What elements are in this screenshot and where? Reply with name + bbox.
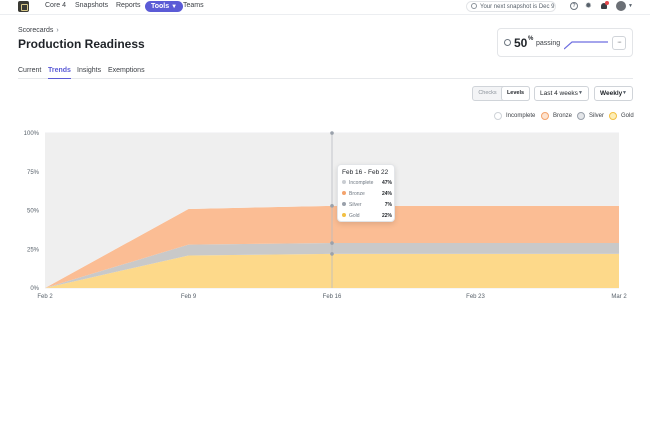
hover-point — [330, 241, 334, 245]
nav-tools[interactable]: Tools ▼ — [145, 1, 184, 12]
clock-icon — [471, 3, 477, 9]
y-tick-label: 50% — [27, 209, 40, 215]
tab-bar: Current Trends Insights Exemptions — [18, 67, 633, 79]
area-incomplete — [45, 133, 619, 288]
mode-levels[interactable]: Levels — [502, 87, 529, 100]
chevron-down-icon: ▼ — [171, 4, 178, 10]
tooltip-swatch — [342, 213, 346, 217]
tooltip-swatch — [342, 202, 346, 206]
x-tick-label: Mar 2 — [611, 294, 627, 300]
chevron-right-icon: › — [56, 27, 59, 34]
period-select[interactable]: Weekly ▼ — [594, 86, 633, 101]
area-bronze — [45, 205, 619, 288]
snapshot-notice-text: Your next snapshot is Dec 9 — [480, 4, 555, 10]
range-select[interactable]: Last 4 weeks ▼ — [534, 86, 589, 101]
legend-swatch — [494, 112, 502, 120]
legend-label: Incomplete — [506, 113, 536, 119]
nav-tools-label: Tools — [151, 3, 170, 10]
legend-bronze[interactable]: Bronze — [541, 111, 572, 121]
page-title: Production Readiness — [18, 37, 145, 51]
more-options-button[interactable]: ··· — [612, 36, 626, 50]
hover-point — [330, 131, 334, 135]
tooltip-label: Gold — [349, 213, 360, 219]
tooltip-value: 47% — [381, 180, 392, 186]
clock-icon — [504, 39, 511, 46]
legend-swatch — [609, 112, 617, 120]
passing-summary-card: 50 % passing ··· — [497, 28, 633, 57]
legend-silver[interactable]: Silver — [577, 111, 604, 121]
tab-trends[interactable]: Trends — [48, 67, 71, 79]
legend-swatch — [541, 112, 549, 120]
tooltip-value: 7% — [384, 202, 392, 208]
y-tick-label: 0% — [30, 286, 39, 292]
app-logo-icon[interactable] — [18, 1, 29, 12]
mode-toggle: Checks Levels — [472, 86, 530, 101]
legend-label: Bronze — [553, 113, 573, 119]
chart-tooltip: Feb 16 - Feb 22 Incomplete 47% Bronze 24% … — [337, 164, 395, 222]
tooltip-title: Feb 16 - Feb 22 — [342, 169, 389, 176]
period-select-value: Weekly — [600, 90, 623, 97]
passing-sparkline — [564, 41, 608, 50]
legend-incomplete[interactable]: Incomplete — [494, 111, 535, 121]
y-tick-label: 75% — [27, 170, 40, 176]
tooltip-row: Silver 7% — [342, 201, 392, 209]
x-tick-label: Feb 2 — [37, 294, 53, 300]
top-nav: Core 4 Snapshots Reports Tools ▼ Teams Yo… — [0, 0, 650, 15]
tooltip-value: 22% — [381, 213, 392, 219]
legend-label: Silver — [589, 113, 605, 119]
tooltip-label: Incomplete — [349, 180, 374, 186]
legend-label: Gold — [621, 113, 634, 119]
breadcrumb[interactable]: Scorecards › — [18, 27, 59, 34]
tab-insights[interactable]: Insights — [77, 67, 102, 74]
tab-current[interactable]: Current — [18, 67, 42, 74]
notification-dot — [605, 1, 609, 5]
nav-teams[interactable]: Teams — [183, 2, 204, 9]
nav-snapshots[interactable]: Snapshots — [75, 2, 109, 9]
gear-icon[interactable]: ✹ — [585, 1, 592, 10]
help-icon[interactable]: ? — [570, 2, 578, 10]
avatar[interactable] — [616, 1, 626, 11]
nav-reports[interactable]: Reports — [116, 2, 141, 9]
tooltip-swatch — [342, 191, 346, 195]
range-select-value: Last 4 weeks — [540, 90, 578, 97]
chevron-down-icon: ▼ — [622, 90, 627, 96]
passing-value: 50 — [514, 36, 528, 50]
tooltip-label: Bronze — [349, 191, 365, 197]
tooltip-row: Gold 22% — [342, 212, 392, 220]
legend-gold[interactable]: Gold — [609, 111, 634, 121]
area-silver — [45, 243, 619, 288]
tooltip-row: Bronze 24% — [342, 190, 392, 198]
passing-label: passing — [536, 40, 561, 47]
x-tick-label: Feb 16 — [323, 294, 342, 300]
chevron-down-icon: ▼ — [578, 90, 583, 96]
hover-point — [330, 252, 334, 256]
snapshot-notice[interactable]: Your next snapshot is Dec 9 — [466, 1, 556, 12]
passing-unit: % — [528, 36, 534, 42]
tooltip-swatch — [342, 180, 346, 184]
legend-swatch — [577, 112, 585, 120]
nav-core4[interactable]: Core 4 — [45, 2, 67, 9]
breadcrumb-scorecards[interactable]: Scorecards — [18, 27, 54, 34]
x-tick-label: Feb 23 — [466, 294, 485, 300]
tooltip-row: Incomplete 47% — [342, 179, 392, 187]
notifications-bell-icon[interactable] — [600, 1, 609, 10]
x-tick-label: Feb 9 — [181, 294, 197, 300]
tooltip-label: Silver — [349, 202, 362, 208]
trend-chart[interactable]: 0% 25% 50% 75% 100% Feb 2 Feb 9 Feb 16 Feb 23 Mar… — [0, 125, 650, 305]
mode-checks[interactable]: Checks — [478, 90, 497, 96]
y-tick-label: 100% — [24, 131, 40, 137]
tab-exemptions[interactable]: Exemptions — [108, 67, 145, 74]
hover-point — [330, 204, 334, 208]
y-tick-label: 25% — [27, 247, 40, 253]
tooltip-value: 24% — [381, 191, 392, 197]
chevron-down-icon[interactable]: ▼ — [628, 3, 633, 9]
